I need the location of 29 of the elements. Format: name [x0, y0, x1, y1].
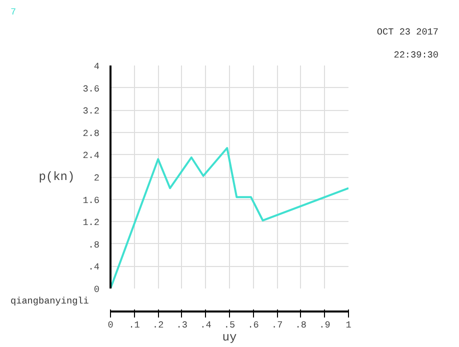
- text: OCT 23 2017: [376, 26, 438, 38]
- x-tick-label: .3: [176, 320, 188, 330]
- x-tick-label: .5: [224, 320, 236, 330]
- y-tick-label: 2: [94, 172, 100, 184]
- y-tick-label: 1.2: [82, 217, 100, 228]
- y-tick-label: 2.4: [82, 150, 100, 162]
- y-tick-label: 3.6: [82, 83, 100, 94]
- text: 7: [10, 6, 16, 18]
- y-tick-label: 3.2: [82, 106, 100, 117]
- y-tick-label: 1.6: [82, 194, 100, 206]
- x-tick-label: .6: [248, 320, 259, 330]
- y-tick-label: 4: [94, 61, 100, 72]
- y-tick-label: .4: [88, 262, 100, 273]
- x-tick-label: .2: [152, 320, 164, 330]
- y-tick-label: .8: [88, 239, 100, 250]
- x-tick-label: .9: [319, 320, 330, 330]
- y-axis-title: p(kn): [38, 170, 75, 184]
- x-tick-label: .4: [200, 320, 212, 330]
- x-tick-label: 0: [108, 320, 114, 330]
- x-axis-title: uy: [222, 330, 237, 344]
- y-tick-label: 0: [94, 284, 100, 295]
- text: 22:39:30: [394, 50, 439, 60]
- x-tick-label: .1: [128, 320, 140, 330]
- y-tick-label: 2.8: [82, 128, 100, 139]
- x-tick-label: .8: [295, 320, 307, 330]
- x-tick-label: .7: [272, 320, 283, 330]
- line-series: [110, 147, 348, 288]
- x-tick-label: 1: [346, 320, 352, 330]
- text: qiangbanyingli: [10, 296, 90, 306]
